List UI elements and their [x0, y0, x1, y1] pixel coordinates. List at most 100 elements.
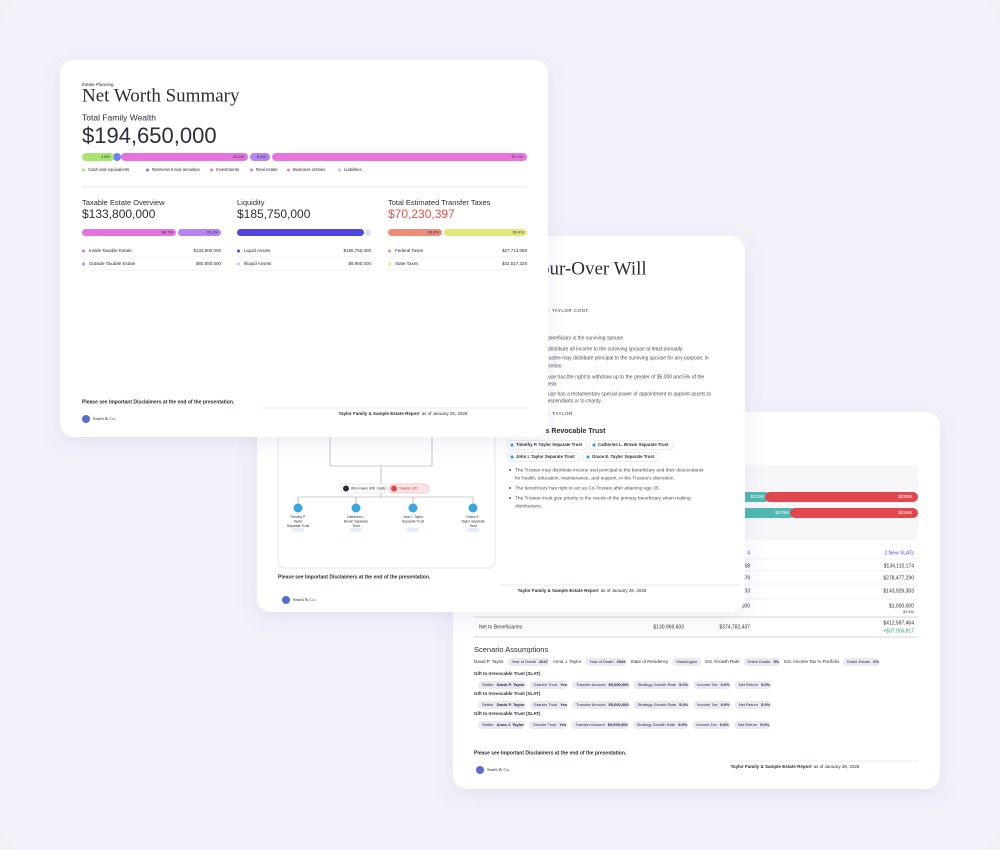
- chip-text: Strategy Growth Rate 5.0%: [637, 722, 688, 727]
- legend-label: Business entities: [293, 167, 325, 172]
- node-tag: [407, 528, 419, 532]
- col-header: 4: [747, 550, 750, 556]
- chip-part: Net Return: [739, 682, 758, 687]
- row-value: $8,900,000: [348, 261, 371, 266]
- legend-label: Real estate: [256, 167, 278, 172]
- footer-report: Taylor Family & Sample Estate Report: [731, 764, 812, 769]
- node-label: Timothy P.: [290, 515, 306, 519]
- section-title: Scenario Assumptions: [474, 645, 548, 654]
- panel-title: Liquidity: [237, 198, 265, 207]
- bar-label: 39.6%: [428, 230, 440, 235]
- body-text: ne beneficiary is the surviving spouse.: [540, 335, 625, 341]
- chip: [571, 721, 629, 729]
- row-label: Federal Taxes: [395, 248, 424, 253]
- node-icon: [408, 503, 418, 513]
- chip: [693, 681, 731, 689]
- row-value: $42,517,328: [502, 261, 528, 266]
- node-tag: [467, 528, 479, 532]
- chip-part: Transfer Amount: [576, 702, 606, 707]
- bar-label: 4.5%: [101, 154, 111, 159]
- chip-part: 5.0%: [679, 682, 689, 687]
- chip: [572, 681, 630, 689]
- body-text: ust distribute all income to the survivi…: [540, 346, 683, 352]
- footer-date: as of January 26, 2026: [814, 764, 860, 769]
- chip-part: Grantor Trust: [533, 722, 557, 727]
- disclaimer: Please see Important Disclaimers at the …: [474, 750, 627, 756]
- body-text: discretion.: [540, 363, 563, 369]
- cell: $1,000,000: [889, 603, 914, 609]
- chip-part: $9,000,000: [608, 722, 629, 727]
- chip-part: Entire Estate: [748, 659, 772, 664]
- chip-text: Income Tax 0.0%: [697, 702, 730, 707]
- chip: [733, 721, 771, 729]
- chip: [507, 658, 549, 666]
- chip-part: Yes: [559, 722, 567, 727]
- footer: Taylor Family & Sample Estate Report as o…: [731, 764, 860, 769]
- chip-text: Transfer Amount $9,000,000: [575, 722, 628, 727]
- body-text: ch year.: [540, 381, 558, 387]
- chip-part: 2049: [617, 659, 627, 664]
- chip: [692, 721, 730, 729]
- chip: [572, 701, 630, 709]
- chip-part: Transfer Amount: [576, 682, 606, 687]
- chip-dot: [592, 443, 596, 447]
- bullet-text: The beneficiary has right to act as Co-T…: [515, 485, 660, 491]
- chip-text: Strategy Growth Rate 5.0%: [638, 682, 689, 687]
- row-value: $133,800,000: [193, 248, 221, 253]
- chip-text: Timothy P. Taylor Separate Trust: [516, 442, 583, 447]
- node-label: Separate Trust: [402, 519, 424, 523]
- page-title: Net Worth Summary: [82, 85, 240, 106]
- chip: [478, 681, 526, 689]
- allocation-bar: [121, 153, 248, 161]
- cell: 79: [744, 575, 750, 581]
- disclaimer: Please see Important Disclaimers at the …: [82, 399, 235, 405]
- chip: [585, 658, 627, 666]
- chip: [478, 721, 525, 729]
- allocation-bar: [272, 153, 527, 161]
- legend-dot: [250, 168, 253, 172]
- panel-bar: [388, 229, 442, 236]
- node-label: Grace E.: [466, 515, 479, 519]
- logo-text: Smith & Co.: [293, 597, 316, 602]
- scenario-label: Est. Growth Rate: [705, 659, 740, 664]
- disclaimer: Please see Important Disclaimers at the …: [278, 574, 431, 580]
- row-label: Outside Taxable Estate: [89, 261, 136, 266]
- chip-icon: [343, 485, 349, 492]
- chip: [529, 701, 569, 709]
- chip-part: Settlor: [482, 702, 494, 707]
- chip-part: 5.0%: [761, 702, 771, 707]
- row-dot: [388, 249, 391, 253]
- footer-report: Taylor Family & Sample Estate Report: [339, 411, 420, 416]
- legend-label: Retirement and annuities: [152, 167, 200, 172]
- panel-title: Total Estimated Transfer Taxes: [388, 198, 491, 207]
- cell: ,000: [740, 603, 750, 609]
- bar-label: 68.7%: [162, 230, 174, 235]
- panel-total: $70,230,397: [388, 207, 455, 221]
- node-label: Catherine L.: [347, 515, 366, 519]
- chip-part: Income Tax: [697, 682, 717, 687]
- chip-part: 2047: [539, 659, 549, 664]
- chip-text: Settlor David P. Taylor: [482, 682, 525, 687]
- chip-part: 0%: [873, 659, 879, 664]
- chip-part: Settlor: [482, 722, 494, 727]
- chip-part: Washington: [676, 659, 697, 664]
- panel-total: $185,750,000: [237, 207, 311, 221]
- footer-date: as of January 26, 2026: [422, 411, 468, 416]
- body-text: spouse has the right to withdraw up to t…: [540, 374, 704, 380]
- chip-part: 5.0%: [679, 702, 689, 707]
- chip-part: $5,000,000: [609, 702, 630, 707]
- node-label: Trust: [352, 524, 360, 528]
- chip-part: Net Return: [739, 702, 758, 707]
- section-label: M L. TAYLOR: [540, 411, 573, 416]
- gift-text: Taxable Gift: [399, 486, 417, 490]
- chip: [693, 701, 731, 709]
- bullet: [509, 469, 511, 471]
- chip-dot: [586, 455, 590, 459]
- chip-dot: [510, 443, 514, 447]
- chip: [529, 681, 569, 689]
- row-label: Illiquid Assets: [244, 261, 272, 266]
- chip-part: Strategy Growth Rate: [638, 682, 677, 687]
